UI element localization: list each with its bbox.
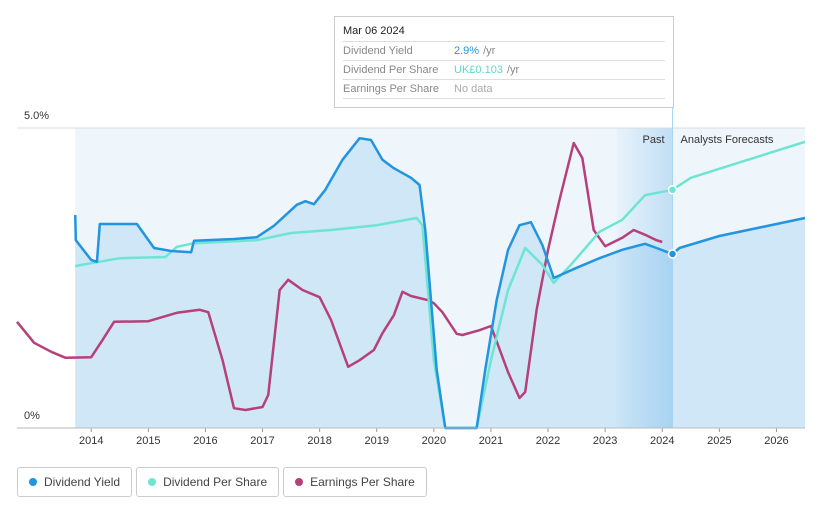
x-tick-label: 2022 [536, 435, 560, 447]
tooltip-label: Dividend Per Share [343, 64, 439, 76]
legend: Dividend Yield Dividend Per Share Earnings… [17, 467, 427, 497]
x-tick-label: 2018 [307, 435, 331, 447]
yield-area [75, 138, 806, 428]
legend-swatch [29, 478, 37, 486]
tooltip-unit: /yr [483, 45, 496, 57]
tooltip-label: Earnings Per Share [343, 83, 439, 95]
annotation: Past [643, 134, 665, 146]
tooltip-date: Mar 06 2024 [343, 25, 405, 37]
x-tick-label: 2016 [193, 435, 217, 447]
tooltip-value: No data [454, 83, 493, 95]
point-marker [667, 185, 678, 195]
legend-label: Earnings Per Share [310, 475, 415, 489]
past-band [616, 128, 673, 428]
tooltip-unit: /yr [506, 64, 520, 76]
annotation: Analysts Forecasts [681, 134, 774, 146]
tooltip-value: UK£0.103 [454, 64, 503, 76]
x-tick-label: 2023 [593, 435, 617, 447]
y-tick-label: 0% [24, 410, 40, 422]
legend-swatch [148, 478, 157, 486]
point-marker [667, 249, 678, 259]
legend-item[interactable]: Dividend Per Share [136, 467, 280, 497]
tooltip-row: Dividend Yield 2.9%/yr [343, 41, 665, 60]
x-tick-label: 2014 [79, 435, 103, 447]
legend-item[interactable]: Earnings Per Share [283, 467, 427, 497]
x-tick-label: 2019 [364, 435, 388, 447]
legend-item[interactable]: Dividend Yield [17, 467, 133, 497]
tooltip: Mar 06 2024 Dividend Yield 2.9%/yr Divide… [334, 16, 674, 108]
tooltip-label: Dividend Yield [343, 45, 413, 57]
tooltip-row: Earnings Per Share No data [343, 79, 665, 99]
x-tick-label: 2026 [764, 435, 788, 447]
tooltip-row: Dividend Per Share UK£0.103/yr [343, 60, 665, 79]
legend-swatch [295, 478, 304, 486]
x-tick-label: 2024 [650, 435, 674, 447]
tooltip-value: 2.9% [454, 45, 480, 57]
x-tick-label: 2017 [250, 435, 274, 447]
y-tick-label: 5.0% [24, 110, 49, 122]
legend-label: Dividend Per Share [163, 475, 268, 489]
x-tick-label: 2020 [422, 435, 446, 447]
plot-background [75, 128, 806, 428]
x-tick-label: 2021 [479, 435, 503, 447]
series-line [73, 136, 806, 430]
legend-label: Dividend Yield [44, 475, 121, 489]
series-line [16, 141, 663, 412]
x-tick-label: 2025 [707, 435, 731, 447]
x-tick-label: 2015 [136, 435, 160, 447]
